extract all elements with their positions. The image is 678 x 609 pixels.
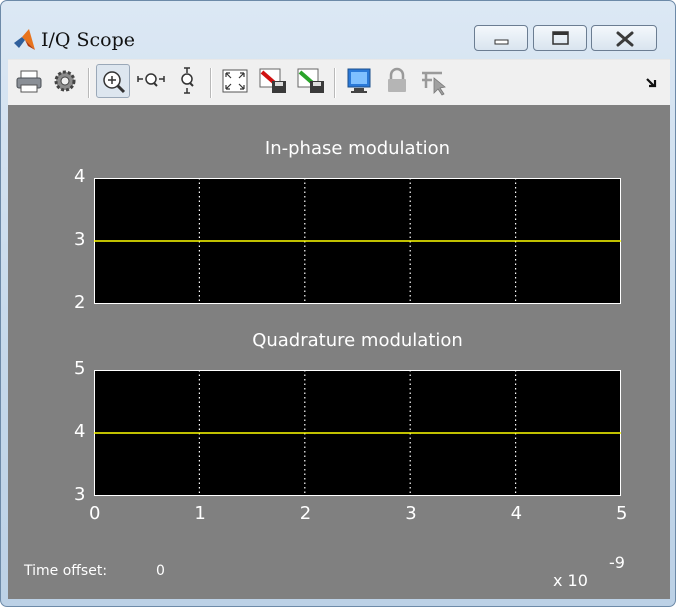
signal-selection-icon [422,71,446,96]
x-axis-multiplier: x 10 [553,571,588,590]
y-tick-label: 4 [74,166,86,187]
zoom-in-button[interactable] [96,64,130,98]
time-offset-value: 0 [156,563,165,579]
dock-button[interactable] [636,64,670,98]
autoscale-icon [222,69,248,93]
zoom-y-button[interactable] [170,64,204,98]
close-icon [616,31,634,47]
quadrature-plot-area[interactable] [94,370,621,496]
y-tick-label: 4 [74,421,86,442]
y-tick-label: 3 [74,229,86,250]
dock-arrow-icon [646,78,657,88]
in-phase-plot-svg [94,178,621,304]
maximize-button[interactable] [533,25,587,51]
floating-scope-icon [347,68,371,93]
save-axes-settings-button[interactable] [256,64,290,98]
parameters-button[interactable] [48,64,82,98]
signal-selection-button[interactable] [418,64,452,98]
x-tick-label: 5 [616,503,628,524]
minimize-button[interactable] [474,25,528,51]
close-button[interactable] [591,25,657,51]
y-tick-label: 5 [74,358,86,379]
in-phase-plot-area[interactable] [94,178,621,304]
in-phase-title: In-phase modulation [264,138,451,159]
parameters-icon [54,70,76,92]
minimize-icon [494,39,509,45]
restore-axes-settings-icon [297,68,324,93]
print-button[interactable] [12,64,46,98]
x-tick-label: 0 [89,503,101,524]
autoscale-button[interactable] [218,64,252,98]
y-tick-label: 3 [74,484,86,505]
quadrature-title: Quadrature modulation [252,330,463,351]
title-bar[interactable]: I/Q Scope [1,1,675,51]
time-offset-label: Time offset: [24,563,108,579]
maximize-icon [552,31,569,45]
scope-content: In-phase modulation 4 3 2 Quadrature modula… [8,105,670,599]
y-tick-label: 2 [74,292,86,313]
x-tick-label: 3 [405,503,417,524]
zoom-x-button[interactable] [134,64,168,98]
x-tick-label: 2 [299,503,312,524]
print-icon [16,70,42,93]
restore-axes-settings-button[interactable] [294,64,328,98]
toolbar-separator [88,68,89,98]
toolbar-separator [334,68,335,98]
toolbar-separator [210,68,211,98]
x-tick-label: 1 [194,503,206,524]
x-tick-label: 4 [510,503,523,524]
zoom-in-icon [103,71,126,94]
toolbar [8,59,670,106]
quadrature-plot-svg [94,370,621,496]
matlab-icon [14,29,35,50]
x-axis-exponent: -9 [609,553,625,572]
zoom-y-icon [181,67,194,94]
floating-scope-button[interactable] [342,64,376,98]
zoom-x-icon [137,73,165,87]
lock-axes-icon [388,67,406,92]
window-title: I/Q Scope [41,29,136,51]
save-axes-settings-icon [259,68,286,93]
lock-axes-button[interactable] [380,64,414,98]
